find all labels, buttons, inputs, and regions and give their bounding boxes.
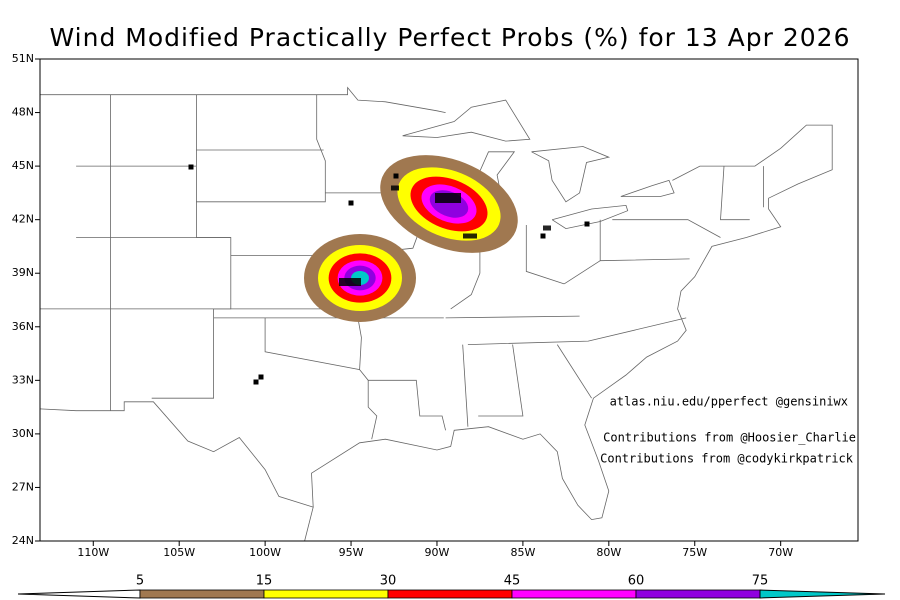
lat-tick-label: 45N <box>12 159 34 172</box>
colorbar-low <box>17 589 141 599</box>
lon-tick-label: 70W <box>768 546 793 559</box>
report-cluster <box>339 278 361 286</box>
boundary <box>445 315 580 319</box>
colorbar-label: 60 <box>628 574 645 589</box>
colorbar-high <box>759 589 886 599</box>
map-frame <box>39 58 859 542</box>
report <box>540 233 546 239</box>
lat-tick-label: 30N <box>12 427 34 440</box>
credit: Contributions from @Hoosier_Charlie <box>603 431 856 445</box>
boundary <box>402 99 531 142</box>
colorbar-segment <box>511 589 637 599</box>
boundary <box>525 225 565 285</box>
lon-tick-label: 75W <box>682 546 707 559</box>
report <box>253 379 259 385</box>
report-cluster <box>391 185 399 191</box>
lon-tick-label: 100W <box>249 546 281 559</box>
colorbar-segment <box>263 589 389 599</box>
report <box>188 164 194 170</box>
boundary <box>599 219 690 262</box>
credit: Contributions from @codykirkpatrick <box>600 452 854 466</box>
boundary <box>467 317 687 345</box>
boundary <box>213 317 362 370</box>
boundary <box>531 146 611 203</box>
boundary <box>151 94 232 399</box>
credit: atlas.niu.edu/pperfect @gensiniwx <box>610 395 848 409</box>
colorbar-segment <box>635 589 761 599</box>
lat-tick-label: 39N <box>12 266 34 279</box>
colorbar-segment <box>387 589 513 599</box>
lat-tick-label: 27N <box>12 480 34 493</box>
boundary <box>39 401 314 542</box>
boundary <box>620 179 675 197</box>
report-cluster <box>463 233 477 239</box>
lon-tick-label: 85W <box>510 546 535 559</box>
axes: 24N 27N 30N 33N 36N 39N 42N 45N 48N 51N 110W 105W 10… <box>12 52 793 559</box>
boundary <box>556 344 592 399</box>
lon-tick-label: 90W <box>425 546 450 559</box>
lon-tick-label: 80W <box>596 546 621 559</box>
lat-tick-label: 36N <box>12 320 34 333</box>
boundary <box>40 86 446 113</box>
boundary <box>311 124 833 521</box>
report <box>393 173 399 179</box>
boundary <box>720 166 750 221</box>
lat-tick-label: 33N <box>12 373 34 386</box>
boundary <box>612 219 721 238</box>
probability-contours <box>188 155 590 385</box>
colorbar: 5 15 30 45 60 75 <box>17 574 886 599</box>
lon-tick-label: 105W <box>163 546 195 559</box>
lat-tick-label: 42N <box>12 213 34 226</box>
colorbar-label: 45 <box>504 574 521 589</box>
boundary <box>563 260 601 285</box>
boundary <box>367 380 378 440</box>
report <box>348 200 354 206</box>
lon-tick-label: 110W <box>77 546 109 559</box>
report <box>584 221 590 227</box>
boundary <box>551 204 629 230</box>
colorbar-label: 30 <box>380 574 397 589</box>
lat-tick-label: 51N <box>12 52 34 65</box>
lat-tick-label: 48N <box>12 106 34 119</box>
report-cluster <box>435 193 461 203</box>
colorbar-label: 15 <box>256 574 273 589</box>
lat-tick-label: 24N <box>12 534 34 547</box>
report-cluster <box>543 225 551 231</box>
colorbar-label: 75 <box>752 574 769 589</box>
boundary <box>196 94 326 203</box>
boundary <box>264 317 446 431</box>
lon-tick-label: 95W <box>339 546 364 559</box>
colorbar-segment <box>139 589 265 599</box>
title: Wind Modified Practically Perfect Probs … <box>50 23 851 52</box>
report <box>258 374 264 380</box>
basemap <box>39 86 833 542</box>
boundary <box>462 344 469 427</box>
boundary <box>478 344 524 417</box>
colorbar-label: 5 <box>136 574 144 589</box>
